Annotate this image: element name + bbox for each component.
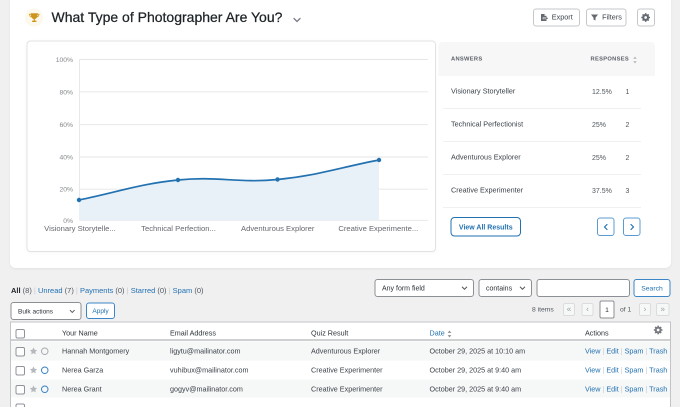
svg-text:60%: 60% — [59, 122, 73, 129]
svg-text:100%: 100% — [56, 57, 73, 64]
svg-text:0%: 0% — [63, 218, 73, 225]
svg-text:40%: 40% — [59, 155, 73, 162]
svg-text:Technical Perfection...: Technical Perfection... — [141, 224, 216, 233]
svg-text:80%: 80% — [59, 89, 73, 96]
svg-text:20%: 20% — [59, 187, 73, 194]
svg-text:Visionary Storytelle...: Visionary Storytelle... — [44, 224, 116, 233]
svg-text:Adventurous Explorer: Adventurous Explorer — [241, 224, 315, 233]
svg-text:Creative Experimente...: Creative Experimente... — [338, 224, 418, 233]
